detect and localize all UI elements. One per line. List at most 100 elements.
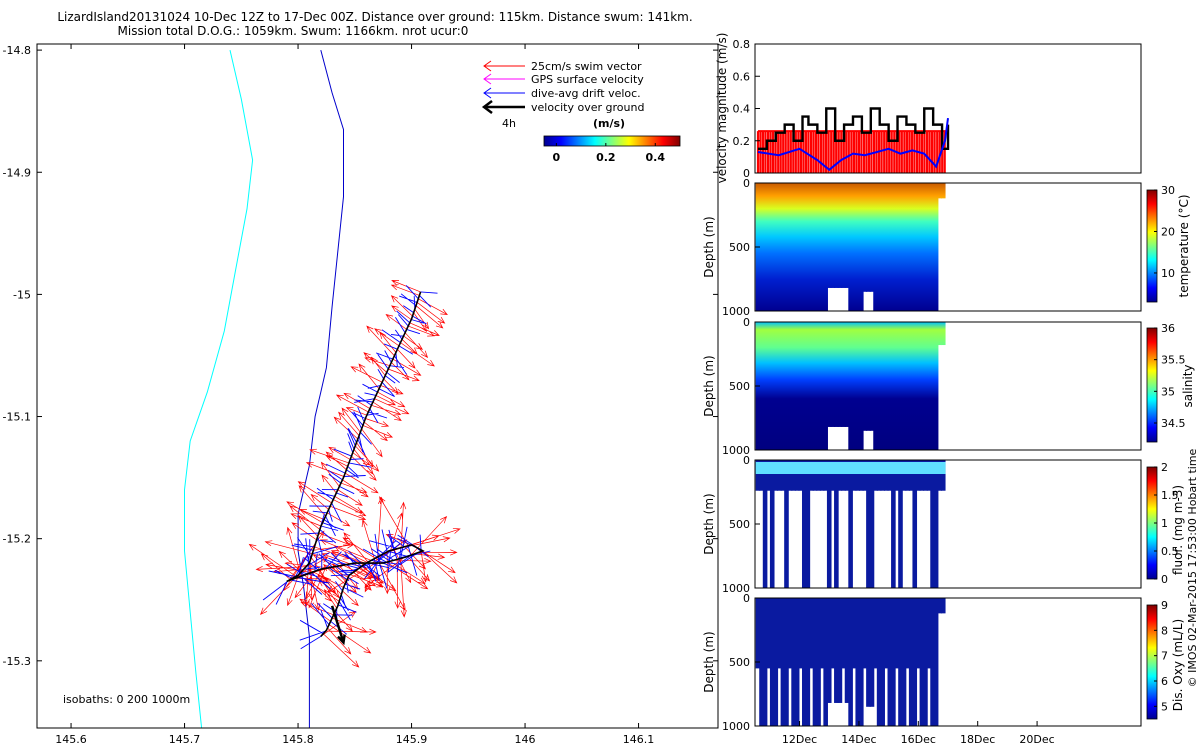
surface-values <box>837 462 843 474</box>
oxygen-colorbar <box>1146 604 1158 720</box>
legend-ground: velocity over ground <box>531 101 644 114</box>
legend-time-label: 4h <box>502 117 516 130</box>
oxygen-colorbar-ticks: 5 6 7 8 9 <box>1154 599 1168 713</box>
surface-values <box>801 462 807 474</box>
surface-values <box>930 462 935 474</box>
map-vector-glyphs <box>248 280 461 668</box>
temperature-cbar-label: temperature (°C) <box>1177 195 1191 298</box>
surface-values <box>762 462 768 474</box>
depth-tick-label: 0 <box>743 454 750 467</box>
map-x-tick-label: 146 <box>515 733 536 746</box>
temperature-panel: 0 500 1000 Depth (m) 10 20 30 temperature (°… <box>702 177 1191 318</box>
surface-values <box>905 462 910 474</box>
surface-values <box>880 462 885 474</box>
surface-values <box>858 462 864 474</box>
velocity-y-tick-label: 0.4 <box>733 103 751 116</box>
surface-values <box>791 462 796 474</box>
surface-values <box>826 462 832 474</box>
surface-values <box>926 462 932 474</box>
cbar-tick-label: 0 <box>1161 573 1168 586</box>
title-line-1: LizardIsland20131024 10-Dec 12Z to 17-De… <box>57 10 692 24</box>
surface-values <box>805 462 811 474</box>
depth-tick-label: 0 <box>743 592 750 605</box>
surface-values <box>908 462 914 474</box>
surface-values <box>848 462 853 474</box>
oxygen-y-ticks: 0 500 1000 <box>722 592 760 733</box>
surface-values <box>787 462 793 474</box>
surface-values <box>766 462 771 474</box>
temperature-content <box>755 183 946 311</box>
salinity-colorbar <box>1146 327 1158 443</box>
map-y-ticks: -14.8 -14.9 -15 -15.1 -15.2 -15.3 <box>3 44 718 668</box>
legend-gps: GPS surface velocity <box>531 73 644 86</box>
fluorescence-content <box>755 460 946 588</box>
surface-values <box>891 462 896 474</box>
section-field <box>755 183 946 311</box>
surface-values <box>901 462 907 474</box>
surface-values <box>823 462 828 474</box>
time-tick-label: 18Dec <box>960 733 995 746</box>
ground-velocity-arrow <box>330 605 346 646</box>
map-x-tick-label: 146.1 <box>623 733 655 746</box>
surface-values <box>784 462 789 474</box>
drift-speed-line <box>757 118 949 172</box>
salinity-cbar-label: salinity <box>1181 364 1195 407</box>
temperature-colorbar-ticks: 10 20 30 <box>1154 184 1175 280</box>
surface-values <box>916 462 921 474</box>
temperature-colorbar <box>1146 189 1158 303</box>
section-field <box>755 598 946 726</box>
surface-values <box>798 462 804 474</box>
map-y-tick-label: -15.3 <box>3 655 31 668</box>
legend-swim: 25cm/s swim vector <box>531 60 642 73</box>
cbar-tick-label: 20 <box>1161 225 1175 238</box>
cbar-tick-label: 6 <box>1161 675 1168 688</box>
map-panel: 145.6 145.7 145.8 145.9 146 146.1 -14.8-14.9-… <box>3 43 719 746</box>
depth-tick-label: 500 <box>729 241 750 254</box>
legend-drift: dive-avg drift veloc. <box>531 87 641 100</box>
velocity-y-tick-label: 0.8 <box>733 38 751 51</box>
surface-values <box>844 462 850 474</box>
cbar-tick-label: 36 <box>1161 322 1175 335</box>
depth-tick-label: 1000 <box>722 720 750 733</box>
surface-values <box>769 462 775 474</box>
surface-values <box>894 462 900 474</box>
surface-values <box>898 462 903 474</box>
map-content <box>184 49 344 729</box>
velocity-y-tick-label: 0.2 <box>733 135 751 148</box>
cbar-tick-label: 35.5 <box>1161 354 1186 367</box>
cbar-tick-label: 10 <box>1161 267 1175 280</box>
map-y-tick-label: -14.9 <box>3 166 31 179</box>
surface-values <box>876 462 882 474</box>
surface-values <box>773 462 779 474</box>
salinity-ylabel: Depth (m) <box>702 355 716 416</box>
time-tick-label: 20Dec <box>1019 733 1054 746</box>
surface-values <box>777 462 782 474</box>
surface-values <box>919 462 925 474</box>
surface-values <box>887 462 893 474</box>
isobath-200m-line <box>184 49 254 729</box>
velocity-content <box>756 107 950 173</box>
map-x-tick-label: 145.6 <box>55 733 87 746</box>
surface-values <box>759 462 764 474</box>
cbar-tick-label: 34.5 <box>1161 417 1186 430</box>
colorbar-tick-label: 0 <box>553 151 561 164</box>
surface-values <box>780 462 786 474</box>
map-colorbar-ticks: 0 0.2 0.4 <box>553 143 666 164</box>
salinity-colorbar-ticks: 34.5 35 35.5 36 <box>1154 322 1186 430</box>
swim-vectors <box>248 280 461 668</box>
fluorescence-panel: 0 500 1000 Depth (m) 0 0.5 1 1.5 2 fluor. (mg … <box>702 454 1185 595</box>
surface-values <box>883 462 889 474</box>
surface-values <box>933 462 939 474</box>
surface-values <box>830 462 836 474</box>
temperature-y-ticks: 0 500 1000 <box>722 177 760 318</box>
map-x-ticks: 145.6 145.7 145.8 145.9 146 146.1 <box>55 44 654 746</box>
colorbar-tick-label: 0.4 <box>646 151 666 164</box>
isobaths-label: isobaths: 0 200 1000m <box>63 693 190 706</box>
surface-values <box>755 462 761 474</box>
depth-tick-label: 500 <box>729 380 750 393</box>
map-y-tick-label: -15 <box>13 288 31 301</box>
surface-values <box>816 462 821 474</box>
salinity-panel: 0 500 1000 Depth (m) 34.5 35 35.5 36 salinity <box>702 316 1195 457</box>
cbar-tick-label: 8 <box>1161 624 1168 637</box>
